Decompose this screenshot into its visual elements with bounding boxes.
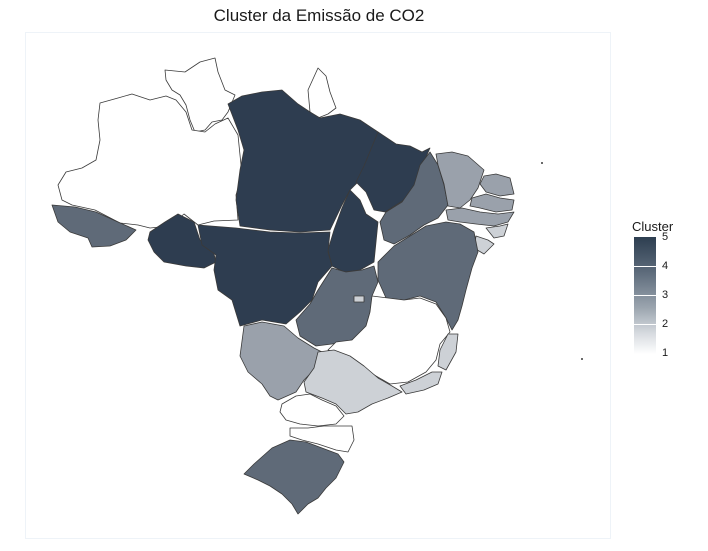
legend-tick-label: 1	[662, 347, 669, 359]
state-espirito-santo[interactable]	[437, 333, 459, 371]
state-ceara[interactable]	[435, 151, 485, 209]
state-roraima[interactable]	[164, 57, 236, 133]
legend-tick-label: 4	[662, 260, 669, 272]
map-title: Cluster da Emissão de CO2	[213, 6, 425, 25]
legend-tick-label: 2	[662, 318, 669, 330]
legend-tickmark	[634, 266, 656, 267]
state-rio-grande-do-norte[interactable]	[479, 173, 515, 197]
state-mato-grosso-do-sul[interactable]	[239, 321, 323, 401]
state-alagoas[interactable]	[485, 223, 509, 239]
state-rio-de-janeiro[interactable]	[399, 371, 443, 395]
map-panel	[25, 32, 611, 539]
island-fernando-de-noronha	[541, 162, 543, 164]
state-rio-grande-do-sul[interactable]	[243, 439, 345, 515]
state-mato-grosso[interactable]	[197, 224, 333, 327]
state-paraiba[interactable]	[469, 193, 515, 213]
state-acre[interactable]	[51, 204, 137, 248]
legend-tick-label: 3	[662, 289, 669, 301]
legend-title: Cluster	[632, 219, 674, 234]
legend-tickmark	[634, 324, 656, 325]
legend-tick-label: 5	[662, 231, 669, 243]
state-distrito-federal[interactable]	[353, 295, 365, 303]
state-parana[interactable]	[279, 393, 345, 427]
state-santa-catarina[interactable]	[289, 425, 355, 453]
legend-tickmark	[634, 295, 656, 296]
state-pernambuco[interactable]	[445, 207, 515, 227]
state-amazonas[interactable]	[57, 93, 243, 229]
state-amapa[interactable]	[307, 67, 337, 119]
state-sao-paulo[interactable]	[303, 349, 403, 415]
island-trindade	[581, 358, 583, 360]
